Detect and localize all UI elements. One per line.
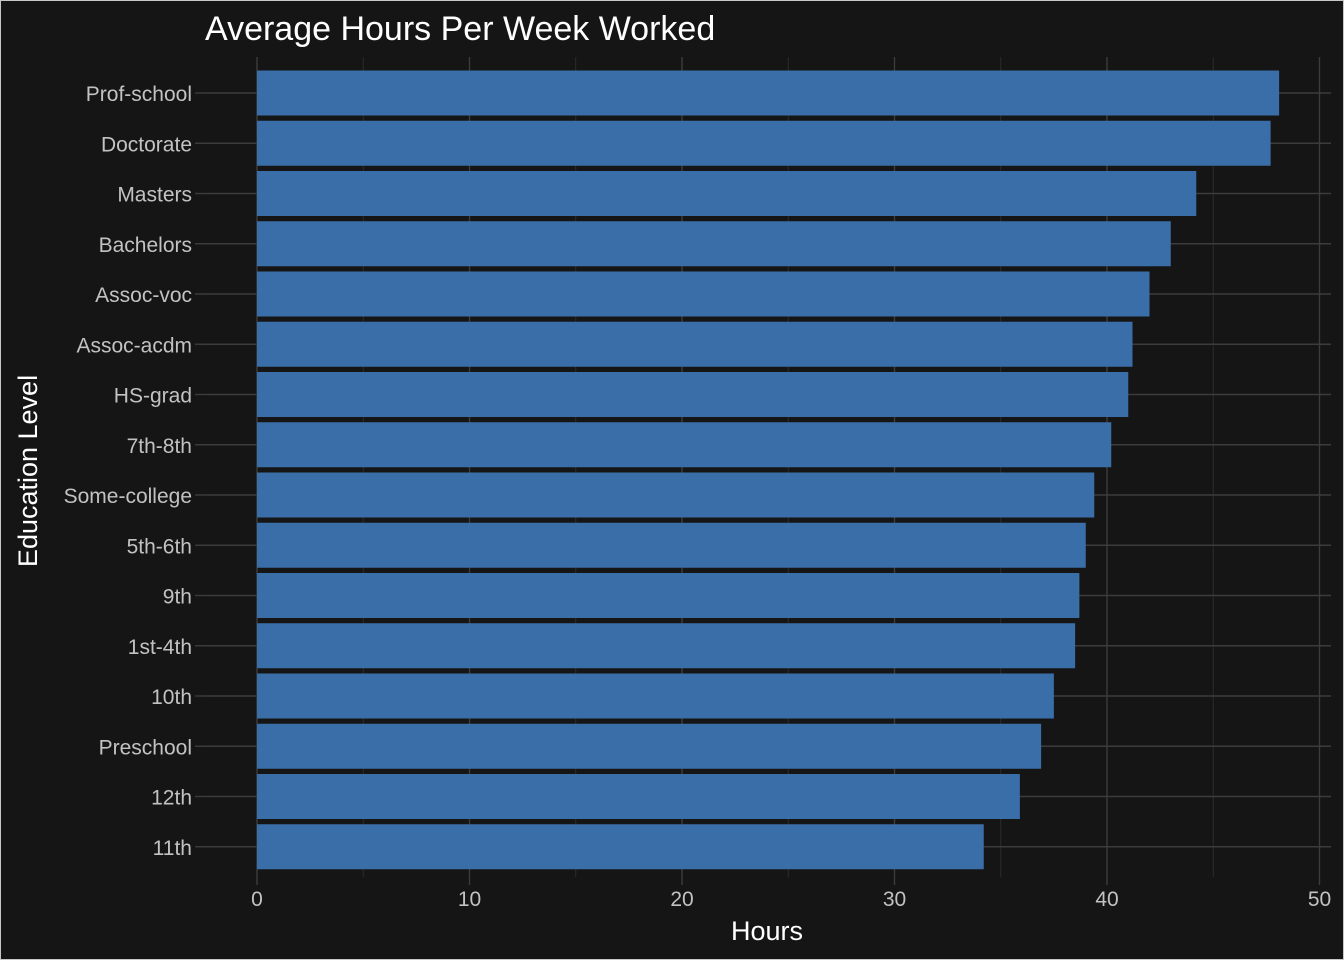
bar xyxy=(257,472,1095,518)
y-tick-label: Assoc-acdm xyxy=(76,334,192,357)
chart-title: Average Hours Per Week Worked xyxy=(205,10,715,48)
bar xyxy=(257,723,1042,769)
bar xyxy=(257,171,1197,216)
bar xyxy=(257,70,1280,116)
x-tick-label: 40 xyxy=(1095,888,1118,911)
y-tick-label: 7th-8th xyxy=(127,435,192,458)
bar xyxy=(257,522,1086,568)
bar xyxy=(257,321,1133,367)
bar xyxy=(257,623,1076,669)
y-tick-label: Bachelors xyxy=(99,234,192,257)
y-tick-label: 5th-6th xyxy=(127,535,192,558)
y-tick-label: HS-grad xyxy=(114,385,192,408)
bars-layer xyxy=(257,70,1280,870)
bar xyxy=(257,824,984,870)
bar xyxy=(257,271,1150,317)
y-axis: Prof-school Doctorate Masters Bachelors Asso… xyxy=(64,83,204,860)
x-tick-label: 50 xyxy=(1308,888,1331,911)
y-tick-label: 11th xyxy=(153,837,192,860)
y-tick-label: Assoc-voc xyxy=(95,284,192,307)
bar xyxy=(257,221,1171,267)
x-tick-label: 10 xyxy=(458,888,481,911)
y-tick-label: Doctorate xyxy=(101,133,192,156)
x-axis-title: Hours xyxy=(731,916,803,946)
bar xyxy=(257,774,1020,819)
bar xyxy=(257,372,1129,417)
x-tick-label: 0 xyxy=(251,888,263,911)
y-tick-label: Masters xyxy=(117,184,192,207)
y-tick-label: Preschool xyxy=(99,736,192,759)
x-tick-label: 30 xyxy=(883,888,906,911)
bar xyxy=(257,673,1054,719)
y-tick-label: Prof-school xyxy=(86,83,192,106)
y-tick-label: 10th xyxy=(151,686,192,709)
bar xyxy=(257,120,1271,166)
y-tick-label: 9th xyxy=(163,586,192,609)
bar xyxy=(257,573,1080,618)
y-tick-label: 12th xyxy=(151,787,192,810)
x-axis: 0 10 20 30 40 50 xyxy=(251,877,1331,911)
y-axis-title: Education Level xyxy=(13,375,43,567)
x-tick-label: 20 xyxy=(670,888,693,911)
y-tick-label: 1st-4th xyxy=(128,636,192,659)
bar xyxy=(257,422,1112,468)
y-tick-label: Some-college xyxy=(64,485,192,508)
